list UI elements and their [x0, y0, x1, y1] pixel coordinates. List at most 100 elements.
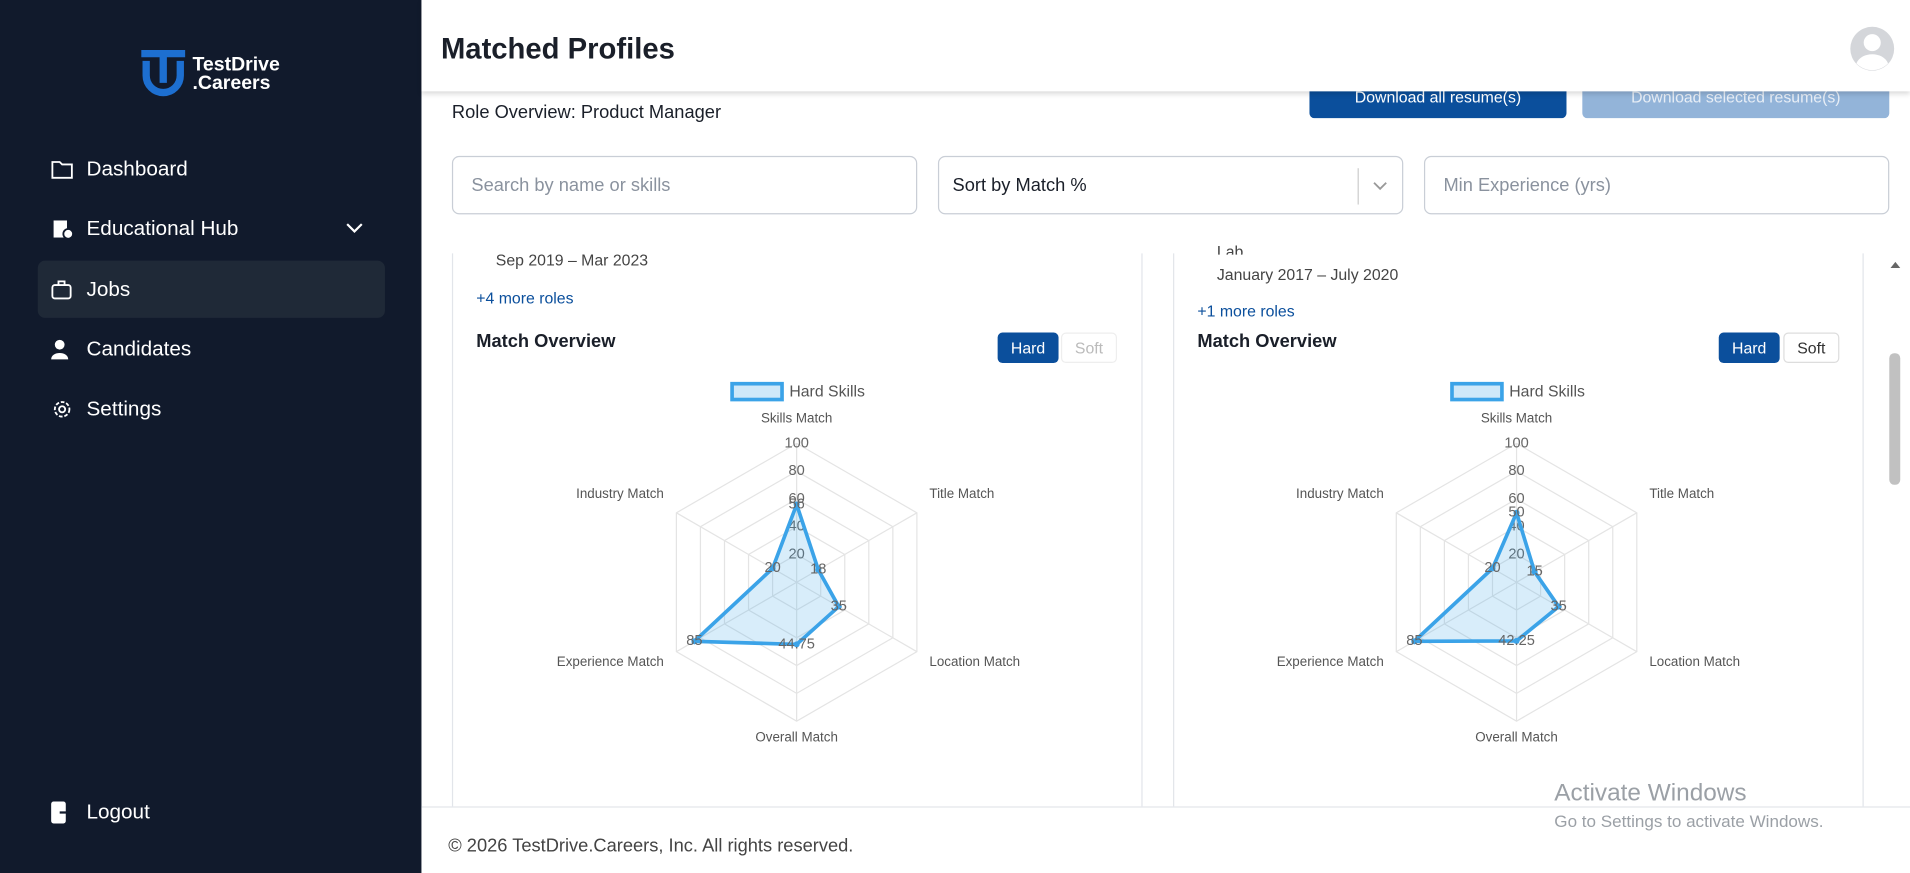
radar-point	[1513, 509, 1520, 516]
radar-point	[793, 501, 800, 508]
toggle-hard[interactable]: Hard	[997, 332, 1059, 363]
search-input[interactable]: Search by name or skills	[451, 155, 918, 215]
role-dates: January 2017 – July 2020	[1216, 265, 1399, 284]
tick-label: 80	[789, 463, 805, 479]
radial-axis	[796, 581, 918, 653]
axis-label: Skills Match	[761, 411, 832, 426]
nav-item[interactable]: Settings	[38, 380, 385, 437]
axis-label: Overall Match	[1475, 730, 1558, 745]
tick-label: 20	[789, 546, 805, 562]
value-label: 85	[686, 633, 702, 649]
radar-point	[835, 603, 842, 610]
sort-select[interactable]: Sort by Match %	[937, 155, 1404, 215]
legend-label: Hard Skills	[1509, 383, 1585, 400]
axis-label: Experience Match	[557, 654, 664, 669]
avatar[interactable]	[1849, 26, 1895, 72]
radial-axis	[676, 512, 797, 583]
tick-label: 100	[1504, 435, 1528, 451]
page-title: Matched Profiles	[440, 32, 675, 66]
toggle-soft[interactable]: Soft	[1783, 332, 1840, 363]
value-label: 42.25	[1498, 633, 1535, 649]
more-roles[interactable]: +4 more roles	[476, 288, 574, 307]
tick-label: 60	[789, 491, 805, 507]
nav-item[interactable]: Dashboard	[38, 140, 385, 197]
sort-label: Sort by Match %	[952, 174, 1087, 196]
value-label: 56	[789, 496, 805, 512]
icon	[51, 339, 69, 359]
watermark-text: Go to Settings to activate Windows.	[1554, 811, 1824, 831]
axis-label: Location Match	[929, 654, 1020, 669]
more-roles[interactable]: +1 more roles	[1197, 302, 1295, 321]
radar-point	[691, 638, 698, 645]
nav-item[interactable]: Jobs	[37, 260, 385, 318]
logo-text: TestDrive .Careers	[192, 54, 280, 94]
header: Matched Profiles	[421, 0, 1910, 92]
radial-axis	[1395, 512, 1517, 583]
tick-label: 60	[1508, 491, 1524, 507]
axis-label: Industry Match	[576, 486, 664, 501]
toggle-soft[interactable]: Soft	[1060, 332, 1118, 363]
role-company: Lab	[1216, 242, 1244, 255]
icon	[53, 219, 75, 240]
value-label: 44.75	[778, 636, 815, 652]
radar-point	[1531, 568, 1538, 575]
value-label: 20	[1484, 560, 1500, 576]
dropdown	[1357, 168, 1387, 205]
nav-label: Dashboard	[86, 156, 188, 180]
radar-point	[1489, 565, 1496, 572]
value-label: 18	[810, 562, 826, 578]
radar-point	[815, 566, 822, 573]
footer: © 2026 TestDrive.Careers, Inc. All right…	[421, 806, 1910, 873]
section-title: Match Overview	[476, 331, 616, 353]
value-label: 50	[1508, 505, 1524, 521]
value-label: 20	[764, 560, 780, 576]
axis-label: Industry Match	[1296, 486, 1384, 501]
nav-item[interactable]: Candidates	[38, 320, 385, 377]
logo-icon	[141, 49, 186, 97]
toggle-hard[interactable]: Hard	[1718, 332, 1780, 363]
nav-label: Educational Hub	[86, 216, 239, 240]
value-label: 15	[1526, 564, 1542, 580]
icon	[53, 400, 71, 417]
role-dates: Sep 2019 – Mar 2023	[495, 250, 649, 270]
tick-label: 100	[784, 435, 808, 451]
axis-label: Skills Match	[1481, 411, 1552, 426]
icon	[51, 800, 75, 823]
logo-line: .Careers	[192, 73, 271, 94]
axis-label: Title Match	[1649, 486, 1714, 501]
axis-label: Experience Match	[1277, 654, 1384, 669]
tick-label: 40	[789, 519, 805, 535]
footer-text: © 2026 TestDrive.Careers, Inc. All right…	[448, 835, 854, 857]
logout[interactable]: Logout	[38, 783, 385, 840]
radar-point	[769, 565, 776, 572]
experience-input[interactable]: Min Experience (yrs)	[1423, 155, 1890, 215]
nav-label: Jobs	[86, 277, 131, 301]
icon	[51, 160, 73, 179]
axis-label: Overall Match	[755, 730, 838, 745]
nav-label: Candidates	[86, 336, 192, 360]
value-label: 35	[1551, 598, 1567, 614]
nav-label: Logout	[86, 799, 150, 823]
legend-swatch	[730, 381, 784, 402]
icon	[51, 279, 72, 299]
tick-label: 20	[1508, 546, 1524, 562]
radar-point	[1411, 638, 1418, 645]
section-title: Match Overview	[1197, 331, 1337, 353]
radar-point	[1555, 603, 1562, 610]
legend-label: Hard Skills	[789, 383, 865, 400]
axis-label: Location Match	[1649, 654, 1740, 669]
chevron	[346, 223, 363, 233]
value-label: 35	[831, 598, 847, 614]
axis-label: Title Match	[929, 486, 994, 501]
nav-item[interactable]: Educational Hub	[38, 200, 385, 257]
watermark-title: Activate Windows	[1554, 779, 1747, 807]
sidebar: TestDrive .Careers Dashboard Educational…	[0, 0, 422, 873]
nav-label: Settings	[86, 396, 162, 420]
radar-point	[1513, 637, 1520, 644]
scrollbar[interactable]	[1886, 253, 1905, 806]
radar-point	[793, 641, 800, 648]
logo-line: TestDrive	[192, 54, 280, 76]
